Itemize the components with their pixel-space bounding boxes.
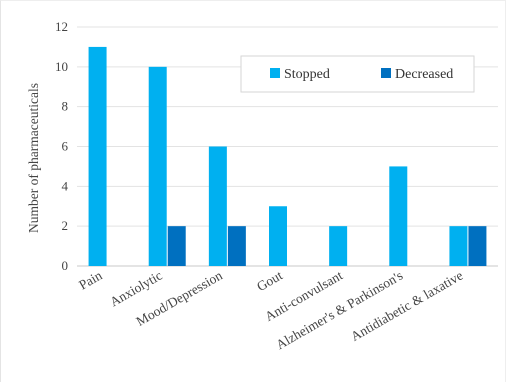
y-tick-label: 2	[62, 218, 69, 233]
gridlines	[77, 26, 498, 267]
y-tick-label: 8	[62, 99, 69, 114]
x-category-label: Pain	[76, 267, 105, 292]
bar-stopped	[148, 66, 167, 266]
bar-stopped	[389, 166, 408, 266]
bar-stopped	[449, 226, 468, 266]
y-tick-label: 4	[62, 178, 69, 193]
bar-stopped	[269, 206, 287, 266]
y-tick-label: 12	[55, 19, 68, 34]
bar-decreased	[167, 226, 186, 266]
y-tick-label: 6	[62, 139, 69, 154]
y-axis-label: Number of pharmaceuticals	[26, 83, 41, 233]
legend-swatch-decreased	[381, 68, 391, 78]
y-tick-label: 10	[55, 59, 68, 74]
bar-stopped	[329, 226, 348, 266]
legend-label-decreased: Decreased	[395, 67, 453, 82]
legend-swatch-stopped	[270, 68, 280, 78]
legend: Stopped Decreased	[240, 55, 475, 93]
x-category-label: Gout	[254, 267, 285, 294]
bar-decreased	[468, 226, 487, 266]
y-tick-label: 0	[62, 258, 69, 273]
bar-stopped	[208, 146, 227, 266]
y-axis-ticks: 0 2 4 6 8 10 12	[55, 19, 69, 273]
x-category-label: Antidiabetic & laxative	[348, 268, 465, 344]
bar-decreased	[227, 226, 246, 266]
bars	[88, 46, 487, 266]
bar-stopped	[88, 46, 107, 266]
legend-label-stopped: Stopped	[284, 67, 330, 82]
